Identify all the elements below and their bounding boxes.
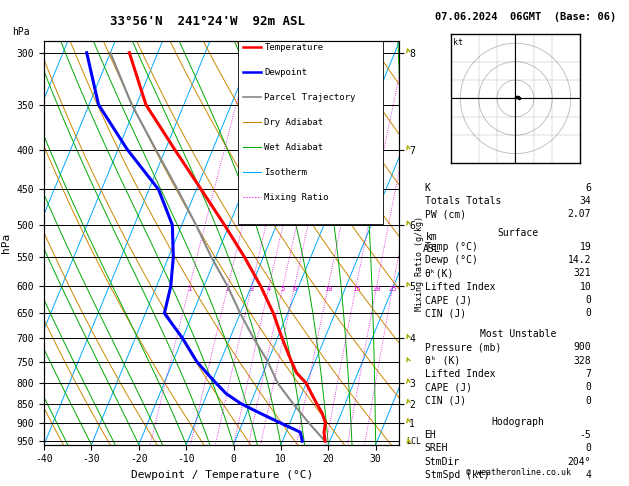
Text: θᵏ(K): θᵏ(K) [425, 268, 454, 278]
Text: StmDir: StmDir [425, 457, 460, 467]
Text: 0: 0 [586, 309, 591, 318]
Text: Surface: Surface [498, 228, 539, 238]
Text: Hodograph: Hodograph [492, 417, 545, 427]
Text: kt: kt [453, 38, 463, 47]
Text: 19: 19 [579, 242, 591, 252]
Text: 2.07: 2.07 [568, 209, 591, 220]
Text: 7: 7 [586, 369, 591, 379]
Text: 10: 10 [579, 282, 591, 292]
Text: 0: 0 [586, 382, 591, 393]
Text: 6: 6 [586, 183, 591, 193]
Text: 2: 2 [226, 286, 230, 292]
Text: 0: 0 [586, 443, 591, 453]
Text: CAPE (J): CAPE (J) [425, 382, 472, 393]
Text: θᵏ (K): θᵏ (K) [425, 356, 460, 366]
Text: Most Unstable: Most Unstable [480, 329, 557, 339]
Text: Dewp (°C): Dewp (°C) [425, 255, 477, 265]
Text: Dry Adiabat: Dry Adiabat [264, 118, 323, 127]
FancyBboxPatch shape [238, 41, 384, 225]
Text: 321: 321 [574, 268, 591, 278]
Text: 10: 10 [324, 286, 332, 292]
Text: K: K [425, 183, 430, 193]
Text: Lifted Index: Lifted Index [425, 369, 495, 379]
Text: Pressure (mb): Pressure (mb) [425, 343, 501, 352]
Text: 4: 4 [586, 470, 591, 480]
Y-axis label: hPa: hPa [1, 233, 11, 253]
Text: PW (cm): PW (cm) [425, 209, 465, 220]
Text: Mixing Ratio (g/kg): Mixing Ratio (g/kg) [415, 216, 425, 311]
Text: 0: 0 [586, 295, 591, 305]
Text: 34: 34 [579, 196, 591, 206]
Text: 14.2: 14.2 [568, 255, 591, 265]
Text: CIN (J): CIN (J) [425, 309, 465, 318]
Text: SREH: SREH [425, 443, 448, 453]
Text: CAPE (J): CAPE (J) [425, 295, 472, 305]
Text: StmSpd (kt): StmSpd (kt) [425, 470, 489, 480]
Text: Temp (°C): Temp (°C) [425, 242, 477, 252]
Text: Temperature: Temperature [264, 43, 323, 52]
Text: EH: EH [425, 430, 437, 440]
Text: 328: 328 [574, 356, 591, 366]
Text: 6: 6 [292, 286, 297, 292]
Text: 0: 0 [586, 396, 591, 406]
Text: 5: 5 [281, 286, 285, 292]
Text: 33°56'N  241°24'W  92m ASL: 33°56'N 241°24'W 92m ASL [110, 15, 305, 28]
Text: Wet Adiabat: Wet Adiabat [264, 143, 323, 152]
Text: LCL: LCL [406, 436, 421, 446]
Text: 3: 3 [250, 286, 253, 292]
Y-axis label: km
ASL: km ASL [423, 232, 440, 254]
Text: 20: 20 [372, 286, 381, 292]
Text: 900: 900 [574, 343, 591, 352]
Text: Mixing Ratio: Mixing Ratio [264, 193, 329, 202]
Text: 4: 4 [267, 286, 271, 292]
Text: Totals Totals: Totals Totals [425, 196, 501, 206]
Text: -5: -5 [579, 430, 591, 440]
Text: hPa: hPa [12, 27, 30, 37]
Text: CIN (J): CIN (J) [425, 396, 465, 406]
Text: © weatheronline.co.uk: © weatheronline.co.uk [466, 468, 571, 477]
X-axis label: Dewpoint / Temperature (°C): Dewpoint / Temperature (°C) [131, 470, 313, 480]
Text: Parcel Trajectory: Parcel Trajectory [264, 93, 356, 102]
Text: Dewpoint: Dewpoint [264, 68, 308, 77]
Text: Lifted Index: Lifted Index [425, 282, 495, 292]
Text: 25: 25 [389, 286, 397, 292]
Text: 15: 15 [352, 286, 360, 292]
Text: Isotherm: Isotherm [264, 168, 308, 177]
Text: 204°: 204° [568, 457, 591, 467]
Text: 1: 1 [187, 286, 192, 292]
Text: 07.06.2024  06GMT  (Base: 06): 07.06.2024 06GMT (Base: 06) [435, 12, 616, 22]
